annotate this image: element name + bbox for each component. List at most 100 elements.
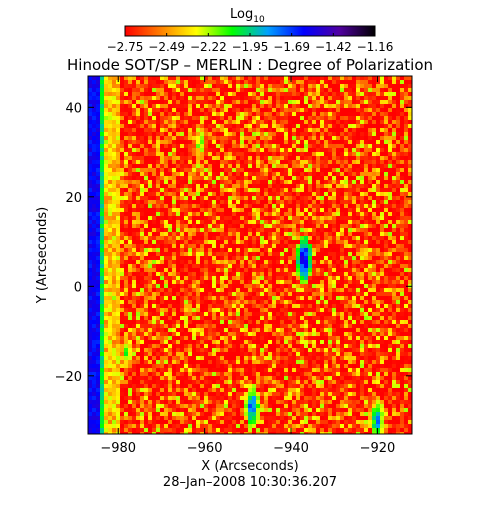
heatmap-cell	[288, 180, 292, 184]
heatmap-cell	[332, 264, 336, 268]
heatmap-cell	[164, 264, 168, 268]
heatmap-cell	[332, 136, 336, 140]
heatmap-cell	[148, 108, 152, 112]
colorbar-tick-label: −1.42	[315, 40, 352, 54]
heatmap-cell	[176, 124, 180, 128]
heatmap-cell	[108, 136, 112, 140]
heatmap-cell	[364, 176, 368, 180]
heatmap-cell	[236, 80, 240, 84]
heatmap-cell	[244, 136, 248, 140]
heatmap-cell	[156, 84, 160, 88]
heatmap-cell	[200, 300, 204, 304]
heatmap-cell	[180, 100, 184, 104]
heatmap-cell	[348, 192, 352, 196]
heatmap-cell	[312, 304, 316, 308]
heatmap-cell	[352, 288, 356, 292]
heatmap-cell	[384, 312, 388, 316]
heatmap-cell	[388, 260, 392, 264]
heatmap-cell	[164, 224, 168, 228]
heatmap-cell	[260, 200, 264, 204]
heatmap-cell	[88, 288, 92, 292]
heatmap-cell	[372, 88, 376, 92]
heatmap-cell	[280, 268, 284, 272]
heatmap-cell	[204, 88, 208, 92]
heatmap-cell	[396, 272, 400, 276]
heatmap-cell	[204, 208, 208, 212]
heatmap-cell	[380, 312, 384, 316]
heatmap-cell	[180, 304, 184, 308]
heatmap-cell	[224, 268, 228, 272]
heatmap-cell	[256, 288, 260, 292]
heatmap-cell	[120, 76, 124, 80]
heatmap-cell	[184, 100, 188, 104]
heatmap-cell	[296, 268, 300, 272]
heatmap-cell	[116, 216, 120, 220]
heatmap-cell	[352, 100, 356, 104]
heatmap-cell	[296, 276, 300, 280]
heatmap-cell	[408, 260, 412, 264]
heatmap-cell	[156, 120, 160, 124]
heatmap-cell	[268, 212, 272, 216]
heatmap-cell	[164, 192, 168, 196]
heatmap-cell	[312, 228, 316, 232]
heatmap-cell	[116, 288, 120, 292]
heatmap-cell	[104, 292, 108, 296]
heatmap-cell	[112, 96, 116, 100]
heatmap-cell	[408, 148, 412, 152]
heatmap-cell	[172, 232, 176, 236]
heatmap-cell	[324, 188, 328, 192]
heatmap-cell	[124, 188, 128, 192]
heatmap-cell	[272, 232, 276, 236]
heatmap-cell	[252, 248, 256, 252]
heatmap-cell	[140, 296, 144, 300]
heatmap-cell	[400, 80, 404, 84]
heatmap-cell	[132, 148, 136, 152]
heatmap-cell	[332, 188, 336, 192]
heatmap-cell	[188, 152, 192, 156]
heatmap-cell	[272, 204, 276, 208]
heatmap-cell	[220, 292, 224, 296]
heatmap-cell	[276, 108, 280, 112]
heatmap-cell	[288, 100, 292, 104]
heatmap-cell	[224, 188, 228, 192]
heatmap-cell	[132, 152, 136, 156]
heatmap-cell	[320, 100, 324, 104]
heatmap-cell	[264, 244, 268, 248]
heatmap-cell	[104, 80, 108, 84]
heatmap-cell	[240, 188, 244, 192]
heatmap-cell	[176, 144, 180, 148]
heatmap-cell	[328, 208, 332, 212]
heatmap-cell	[252, 80, 256, 84]
heatmap-cell	[240, 304, 244, 308]
heatmap-cell	[324, 296, 328, 300]
heatmap-cell	[148, 176, 152, 180]
heatmap-cell	[200, 140, 204, 144]
heatmap-cell	[404, 280, 408, 284]
heatmap-cell	[144, 308, 148, 312]
heatmap-cell	[360, 144, 364, 148]
heatmap-cell	[144, 216, 148, 220]
heatmap-cell	[236, 244, 240, 248]
heatmap-cell	[252, 168, 256, 172]
heatmap-cell	[216, 292, 220, 296]
heatmap-cell	[244, 260, 248, 264]
heatmap-cell	[256, 236, 260, 240]
heatmap-cell	[180, 292, 184, 296]
heatmap-cell	[296, 88, 300, 92]
heatmap-cell	[144, 232, 148, 236]
heatmap-cell	[108, 304, 112, 308]
heatmap-cell	[336, 220, 340, 224]
heatmap-cell	[116, 252, 120, 256]
heatmap-cell	[156, 216, 160, 220]
heatmap-cell	[100, 312, 104, 316]
heatmap-cell	[132, 268, 136, 272]
heatmap-cell	[404, 120, 408, 124]
heatmap-cell	[316, 164, 320, 168]
heatmap-cell	[108, 168, 112, 172]
heatmap-cell	[212, 220, 216, 224]
heatmap-cell	[320, 260, 324, 264]
heatmap-cell	[144, 312, 148, 316]
heatmap-cell	[144, 276, 148, 280]
heatmap-cell	[200, 160, 204, 164]
heatmap-cell	[152, 236, 156, 240]
